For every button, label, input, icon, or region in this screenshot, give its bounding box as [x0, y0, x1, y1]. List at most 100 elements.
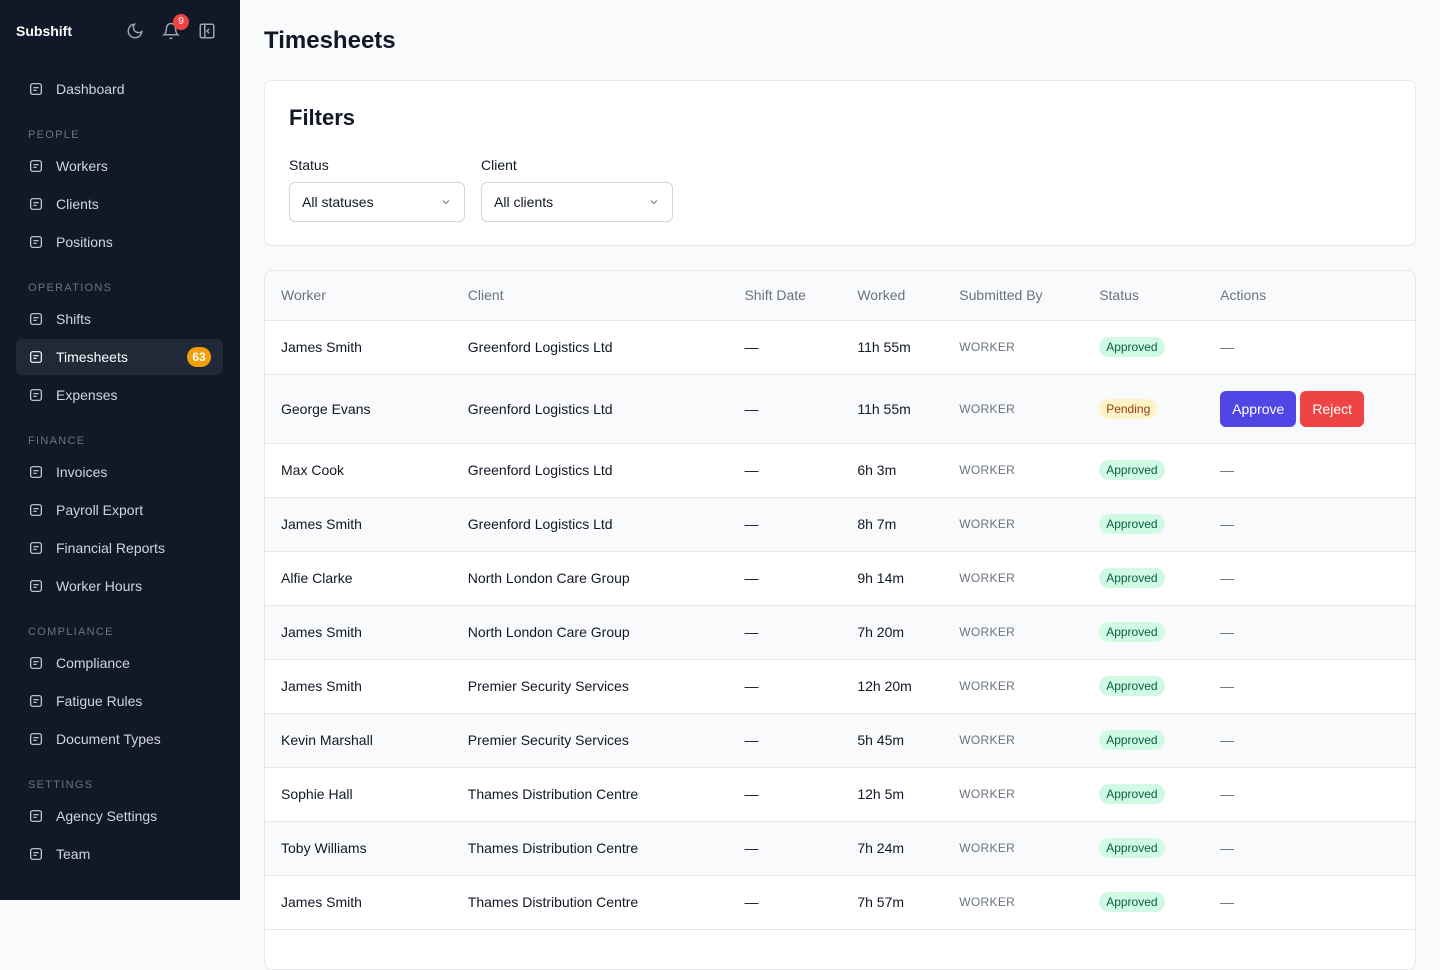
status-badge: Approved	[1099, 838, 1165, 858]
client: Thames Distribution Centre	[451, 821, 729, 876]
submitted-by: WORKER	[943, 320, 1084, 375]
worked: 12h 20m	[841, 659, 944, 714]
filter-select[interactable]: All clients	[481, 182, 673, 222]
theme-toggle[interactable]	[126, 22, 144, 40]
column-header: Shift Date	[728, 271, 842, 321]
nav-item[interactable]: Fatigue Rules	[16, 683, 223, 719]
status-badge: Approved	[1099, 676, 1165, 696]
action-button[interactable]: Reject	[1300, 390, 1364, 427]
status-cell: Approved	[1083, 713, 1205, 768]
worked: 7h 24m	[841, 821, 944, 876]
nav-item[interactable]: Expenses	[16, 377, 223, 413]
column-header: Submitted By	[943, 271, 1084, 321]
nav-label: Positions	[56, 234, 113, 250]
table-row: George Evans Greenford Logistics Ltd —11h …	[265, 374, 1415, 444]
actions: —	[1204, 713, 1415, 768]
worker: James Smith	[265, 605, 452, 660]
nav-item[interactable]: Shifts	[16, 301, 223, 337]
status-badge: Approved	[1099, 622, 1165, 642]
nav-item[interactable]: Timesheets 63	[16, 339, 223, 375]
nav-item[interactable]: Team	[16, 836, 223, 872]
action-button[interactable]: Approve	[1220, 390, 1297, 427]
client: Thames Distribution Centre	[451, 875, 729, 930]
nav-item[interactable]: Document Types	[16, 721, 223, 757]
nav-icon	[30, 504, 42, 516]
nav-item[interactable]: Agency Settings	[16, 798, 223, 834]
worker: Kevin Marshall	[265, 713, 452, 768]
actions: —	[1204, 497, 1415, 552]
nav-section-title: COMPLIANCE	[28, 626, 114, 638]
shift-date: —	[728, 551, 842, 606]
nav-item[interactable]: Worker Hours	[16, 568, 223, 604]
nav-item[interactable]: Positions	[16, 224, 223, 260]
worked: 6h 3m	[841, 443, 944, 498]
nav-icon	[30, 236, 42, 248]
filter-select[interactable]: All statuses	[289, 182, 465, 222]
nav-label: Fatigue Rules	[56, 693, 143, 709]
actions: —	[1204, 821, 1415, 876]
nav-item[interactable]: Invoices	[16, 454, 223, 490]
nav-label: Workers	[56, 158, 108, 174]
shift-date: —	[728, 713, 842, 768]
notifications[interactable]	[162, 22, 180, 40]
status-cell: Approved	[1083, 443, 1205, 498]
worked: 8h 7m	[841, 497, 944, 552]
client: Greenford Logistics Ltd	[451, 497, 729, 552]
filter-field: Client All clients	[481, 157, 673, 222]
nav-icon	[30, 695, 42, 707]
shift-date: —	[728, 875, 842, 930]
status-cell: Approved	[1083, 767, 1205, 822]
actions: —	[1204, 767, 1415, 822]
nav-label: Document Types	[56, 731, 161, 747]
nav-item[interactable]: Compliance	[16, 645, 223, 681]
client: Premier Security Services	[451, 713, 729, 768]
worker: James Smith	[265, 497, 452, 552]
actions: —	[1204, 443, 1415, 498]
filters-title: Filters	[289, 105, 356, 130]
status-badge: Approved	[1099, 892, 1165, 912]
submitted-by: WORKER	[943, 443, 1084, 498]
nav-label: Invoices	[56, 464, 108, 480]
nav-label: Expenses	[56, 387, 118, 403]
nav-item[interactable]: Dashboard	[16, 71, 223, 107]
nav-icon	[30, 848, 42, 860]
nav-label: Shifts	[56, 311, 92, 327]
sidebar: Subshift 9 Dashboard PEOPLE Workers Clients…	[0, 0, 240, 900]
column-header: Worker	[265, 271, 452, 321]
nav-icon	[30, 389, 42, 401]
status-badge: Approved	[1099, 784, 1165, 804]
nav-label: Timesheets	[56, 349, 128, 365]
worker: James Smith	[265, 875, 452, 930]
nav-item[interactable]: Workers	[16, 148, 223, 184]
nav-icon	[30, 733, 42, 745]
client: North London Care Group	[451, 551, 729, 606]
worker: Alfie Clarke	[265, 551, 452, 606]
nav-icon	[30, 313, 42, 325]
filter-value: All statuses	[302, 194, 374, 210]
nav-label: Clients	[56, 196, 99, 212]
nav-icon	[30, 810, 42, 822]
worker: James Smith	[265, 320, 452, 375]
status-cell: Approved	[1083, 821, 1205, 876]
nav-item[interactable]: Clients	[16, 186, 223, 222]
page-title: Timesheets	[264, 27, 396, 54]
column-header: Status	[1083, 271, 1205, 321]
client: Thames Distribution Centre	[451, 767, 729, 822]
nav-item[interactable]: Payroll Export	[16, 492, 223, 528]
table-row: Sophie Hall Thames Distribution Centre —12…	[265, 767, 1415, 822]
status-cell: Approved	[1083, 551, 1205, 606]
worker: Toby Williams	[265, 821, 452, 876]
column-header: Client	[451, 271, 729, 321]
actions: —	[1204, 659, 1415, 714]
shift-date: —	[728, 497, 842, 552]
status-badge: Approved	[1099, 514, 1165, 534]
actions: —	[1204, 551, 1415, 606]
nav-item[interactable]: Financial Reports	[16, 530, 223, 566]
nav-label: Financial Reports	[56, 540, 165, 556]
collapse-sidebar[interactable]	[198, 22, 216, 40]
nav-section-title: OPERATIONS	[28, 282, 113, 294]
chevron	[442, 200, 450, 205]
table-row: James Smith Premier Security Services —12h…	[265, 659, 1415, 714]
status-cell: Pending	[1083, 374, 1205, 444]
worker: James Smith	[265, 659, 452, 714]
